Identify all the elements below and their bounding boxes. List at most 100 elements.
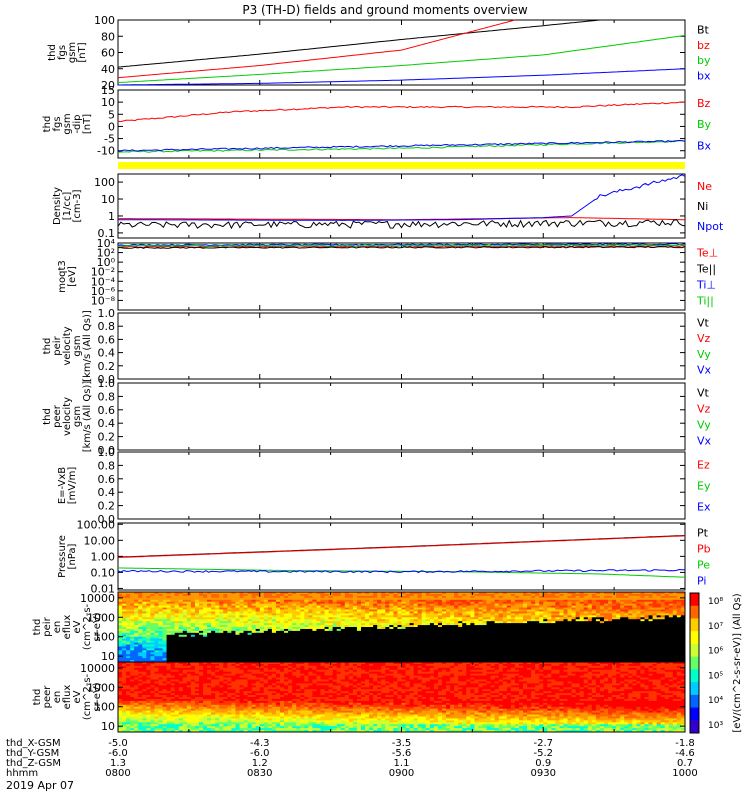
heatmap-cell (470, 597, 475, 601)
heatmap-cell (304, 603, 309, 607)
heatmap-cell (170, 628, 176, 632)
heatmap-cell (316, 656, 321, 659)
heatmap-cell (296, 632, 301, 636)
heatmap-cell (369, 652, 374, 655)
heatmap-cell (474, 611, 479, 614)
heatmap-cell (271, 628, 277, 632)
heatmap-cell (207, 611, 212, 614)
heatmap-cell (247, 660, 253, 663)
heatmap-cell (312, 607, 317, 610)
heatmap-cell (296, 628, 301, 632)
heatmap-cell (413, 656, 419, 659)
heatmap-cell (632, 640, 637, 643)
heatmap-cell (178, 658, 184, 661)
heatmap-cell (462, 630, 467, 634)
heatmap-cell (247, 658, 253, 661)
heatmap-cell (146, 644, 151, 647)
heatmap-cell (154, 650, 159, 653)
heatmap-cell (474, 623, 479, 626)
heatmap-cell (437, 603, 443, 607)
heatmap-cell (288, 593, 293, 597)
heatmap-cell (535, 613, 540, 616)
heatmap-cell (385, 656, 390, 659)
heatmap-cell (138, 638, 143, 642)
heatmap-cell (604, 636, 609, 640)
heatmap-cell (539, 640, 544, 643)
heatmap-cell (267, 619, 273, 622)
heatmap-cell (243, 599, 248, 603)
heatmap-cell (628, 597, 633, 601)
heatmap-cell (308, 603, 313, 607)
heatmap-cell (361, 625, 366, 628)
heatmap-cell (146, 611, 151, 614)
heatmap-cell (599, 628, 605, 632)
heatmap-cell (417, 607, 423, 610)
heatmap-cell (288, 611, 293, 614)
heatmap-cell (356, 638, 362, 642)
heatmap-cell (263, 595, 269, 599)
heatmap-cell (170, 615, 176, 618)
heatmap-cell (454, 595, 459, 599)
heatmap-cell (186, 646, 192, 649)
heatmap-cell (510, 627, 516, 630)
heatmap-cell (194, 648, 200, 651)
heatmap-cell (474, 597, 479, 601)
heatmap-cell (259, 613, 265, 616)
heatmap-cell (150, 632, 155, 636)
heatmap-cell (425, 644, 431, 647)
heatmap-cell (510, 652, 516, 655)
heatmap-cell (478, 592, 483, 595)
heatmap-cell (486, 613, 491, 616)
heatmap-cell (146, 646, 151, 649)
heatmap-cell (207, 621, 212, 624)
heatmap-cell (190, 609, 196, 612)
heatmap-cell (591, 660, 597, 663)
heatmap-cell (608, 628, 613, 632)
heatmap-cell (393, 625, 398, 628)
heatmap-cell (543, 638, 548, 642)
heatmap-cell (539, 636, 544, 640)
heatmap-cell (599, 593, 605, 597)
heatmap-cell (567, 630, 572, 634)
heatmap-cell (320, 640, 325, 643)
heatmap-cell (215, 599, 220, 603)
heatmap-cell (389, 652, 394, 655)
heatmap-cell (142, 646, 147, 649)
heatmap-cell (393, 617, 398, 620)
heatmap-cell (437, 599, 443, 603)
heatmap-cell (405, 648, 410, 651)
y-axis-label-line: velocity (62, 326, 73, 365)
heatmap-cell (365, 634, 370, 638)
heatmap-cell (296, 644, 301, 647)
heatmap-cell (215, 621, 220, 624)
heatmap-cell (247, 640, 253, 643)
heatmap-cell (583, 640, 589, 643)
heatmap-cell (543, 603, 548, 607)
heatmap-cell (142, 601, 147, 605)
heatmap-cell (458, 597, 463, 601)
heatmap-cell (604, 601, 609, 605)
heatmap-cell (130, 603, 135, 607)
heatmap-cell (579, 605, 585, 608)
heatmap-cell (118, 630, 123, 634)
heatmap-cell (450, 607, 455, 610)
heatmap-cell (344, 617, 350, 620)
heatmap-cell (356, 658, 362, 661)
heatmap-cell (344, 605, 350, 608)
heatmap-cell (527, 615, 532, 618)
heatmap-cell (506, 601, 512, 605)
heatmap-cell (535, 630, 540, 634)
heatmap-cell (194, 611, 200, 614)
heatmap-cell (122, 613, 127, 616)
heatmap-cell (612, 605, 617, 608)
heatmap-cell (259, 638, 265, 642)
heatmap-cell (377, 621, 382, 624)
heatmap-cell (474, 646, 479, 649)
heatmap-cell (365, 592, 370, 595)
heatmap-cell (369, 603, 374, 607)
heatmap-cell (211, 640, 216, 643)
heatmap-cell (373, 660, 378, 663)
heatmap-cell (182, 613, 188, 616)
heatmap-cell (211, 656, 216, 659)
heatmap-cell (243, 654, 248, 657)
